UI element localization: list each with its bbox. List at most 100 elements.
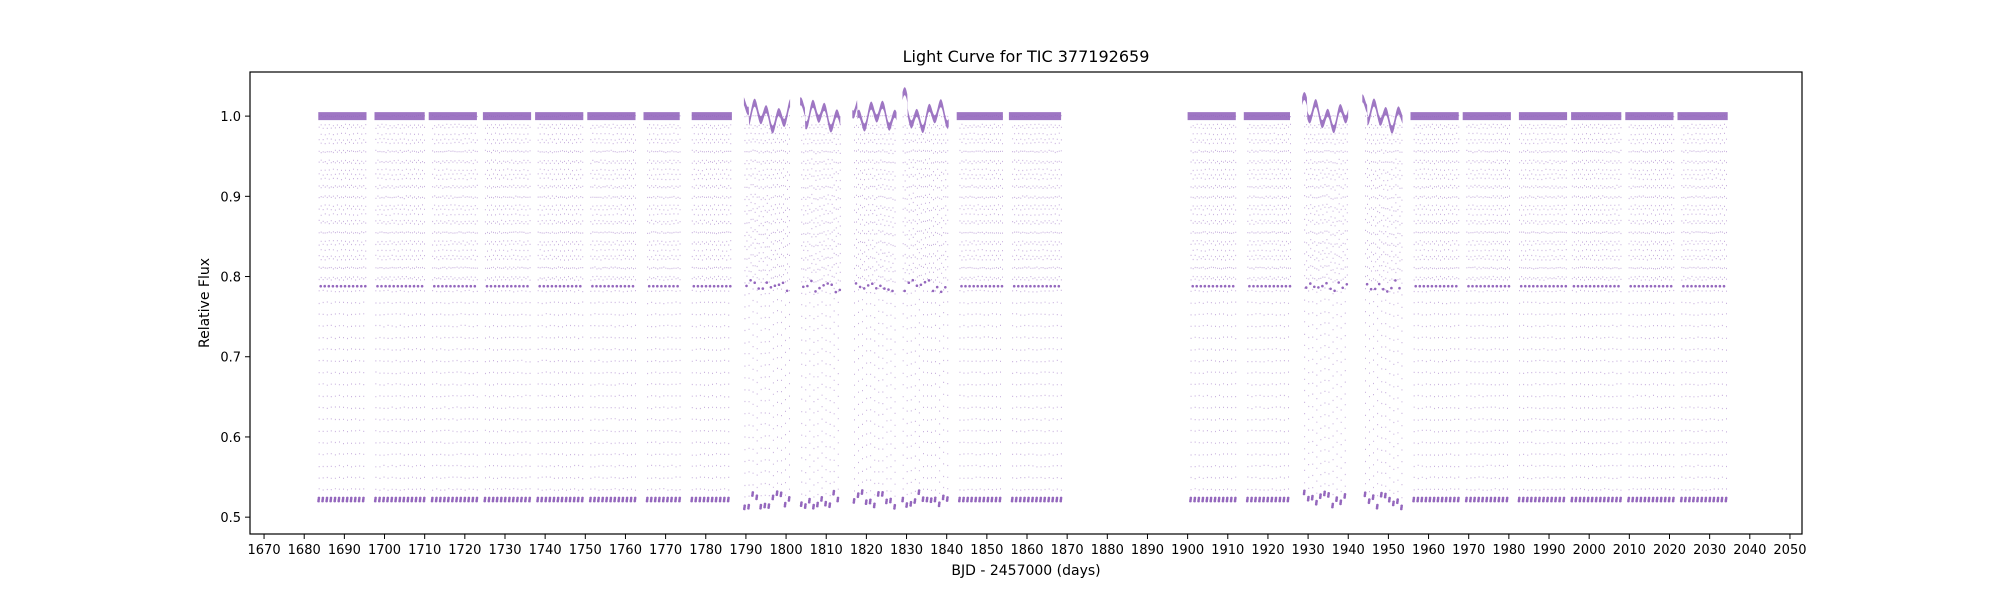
secondary-eclipse — [1610, 115, 1612, 287]
secondary-eclipse — [985, 114, 987, 287]
primary-eclipse — [391, 115, 393, 502]
primary-eclipse-minimum — [1477, 496, 1481, 500]
secondary-eclipse-minimum — [725, 284, 728, 288]
x-tick-label: 1860 — [1010, 543, 1043, 558]
primary-eclipse — [1438, 115, 1439, 501]
secondary-eclipse-minimum — [1532, 284, 1535, 288]
x-tick-label: 2020 — [1653, 543, 1686, 558]
primary-eclipse-minimum — [873, 502, 876, 506]
secondary-eclipse-minimum — [514, 284, 517, 288]
secondary-eclipse — [1638, 116, 1640, 287]
primary-eclipse — [1429, 116, 1431, 502]
secondary-eclipse — [1330, 115, 1332, 290]
primary-eclipse — [744, 116, 746, 511]
primary-eclipse — [517, 115, 519, 502]
primary-eclipse-minimum — [1323, 490, 1326, 494]
primary-eclipse-minimum — [670, 496, 673, 500]
secondary-eclipse — [649, 115, 651, 287]
primary-eclipse — [1661, 114, 1662, 503]
primary-eclipse — [1259, 115, 1261, 503]
secondary-eclipse-minimum — [1276, 284, 1280, 288]
primary-eclipse — [1673, 116, 1675, 502]
primary-eclipse-minimum — [1189, 496, 1193, 500]
primary-eclipse-minimum — [662, 496, 665, 500]
primary-eclipse-minimum — [471, 496, 475, 500]
primary-eclipse-minimum — [1526, 496, 1529, 500]
primary-eclipse-minimum — [374, 496, 377, 500]
secondary-eclipse — [989, 115, 991, 287]
primary-eclipse — [1401, 114, 1403, 510]
primary-eclipse — [975, 115, 977, 502]
primary-eclipse — [1190, 115, 1192, 502]
secondary-eclipse-minimum — [1710, 284, 1714, 288]
secondary-eclipse-minimum — [668, 284, 671, 288]
secondary-eclipse-minimum — [1722, 284, 1726, 288]
primary-eclipse — [854, 116, 855, 504]
secondary-eclipse — [929, 115, 930, 281]
primary-eclipse — [1559, 114, 1561, 503]
secondary-eclipse — [1699, 115, 1701, 288]
secondary-eclipse-minimum — [1037, 284, 1040, 288]
secondary-eclipse — [1379, 115, 1381, 286]
secondary-eclipse-minimum — [984, 284, 988, 288]
primary-eclipse-minimum — [552, 496, 556, 500]
primary-eclipse-minimum — [556, 496, 560, 500]
secondary-eclipse — [880, 115, 882, 287]
observing-segment — [535, 112, 584, 503]
secondary-eclipse — [1002, 116, 1003, 287]
primary-eclipse-minimum — [447, 496, 450, 500]
observing-segment — [482, 112, 532, 503]
secondary-eclipse — [353, 115, 354, 287]
x-tick-label: 1680 — [288, 543, 321, 558]
secondary-eclipse — [418, 114, 419, 288]
baseline-flux-band — [1008, 112, 1062, 121]
secondary-eclipse — [1058, 116, 1060, 288]
secondary-eclipse-minimum — [1637, 284, 1641, 288]
primary-eclipse-minimum — [1574, 496, 1578, 500]
secondary-eclipse — [450, 114, 452, 288]
secondary-eclipse-minimum — [1548, 284, 1551, 288]
secondary-eclipse — [783, 116, 784, 284]
secondary-eclipse — [981, 115, 983, 287]
primary-eclipse-minimum — [1720, 496, 1724, 500]
primary-eclipse-minimum — [1376, 503, 1379, 507]
secondary-eclipse — [405, 114, 407, 286]
secondary-eclipse-minimum — [1045, 284, 1048, 288]
secondary-eclipse — [746, 115, 748, 287]
primary-eclipse — [1551, 115, 1553, 503]
secondary-eclipse-minimum — [716, 284, 720, 288]
x-tick-label: 2010 — [1613, 543, 1646, 558]
secondary-eclipse — [633, 115, 634, 288]
primary-eclipse — [1251, 115, 1253, 502]
primary-eclipse-minimum — [350, 496, 353, 500]
primary-eclipse-minimum — [1311, 494, 1314, 498]
primary-eclipse — [1210, 115, 1212, 503]
secondary-eclipse-minimum — [692, 284, 696, 288]
secondary-eclipse-minimum — [1049, 284, 1052, 288]
secondary-eclipse — [495, 116, 496, 288]
secondary-eclipse — [1387, 114, 1389, 293]
x-tick-label: 2030 — [1693, 543, 1726, 558]
observing-segment — [643, 112, 682, 503]
primary-eclipse — [468, 115, 470, 503]
primary-eclipse-minimum — [690, 496, 694, 500]
primary-eclipse — [1263, 115, 1265, 503]
secondary-eclipse — [1212, 114, 1214, 288]
primary-eclipse — [1527, 116, 1529, 502]
observing-segment — [956, 112, 1004, 503]
secondary-eclipse — [1217, 116, 1218, 287]
secondary-eclipse-minimum — [1434, 284, 1438, 288]
secondary-eclipse-minimum — [1021, 284, 1024, 288]
primary-eclipse-minimum — [1416, 496, 1420, 500]
secondary-eclipse-minimum — [1029, 284, 1032, 288]
primary-eclipse — [1304, 115, 1306, 495]
secondary-eclipse — [884, 115, 886, 289]
primary-eclipse — [817, 115, 819, 508]
primary-eclipse — [1340, 116, 1342, 505]
secondary-eclipse — [1334, 115, 1336, 292]
secondary-eclipse-minimum — [1523, 284, 1527, 288]
secondary-eclipse — [1277, 114, 1279, 287]
primary-eclipse — [614, 115, 616, 502]
baseline-flux-band — [374, 112, 425, 121]
primary-eclipse-minimum — [1266, 496, 1270, 500]
